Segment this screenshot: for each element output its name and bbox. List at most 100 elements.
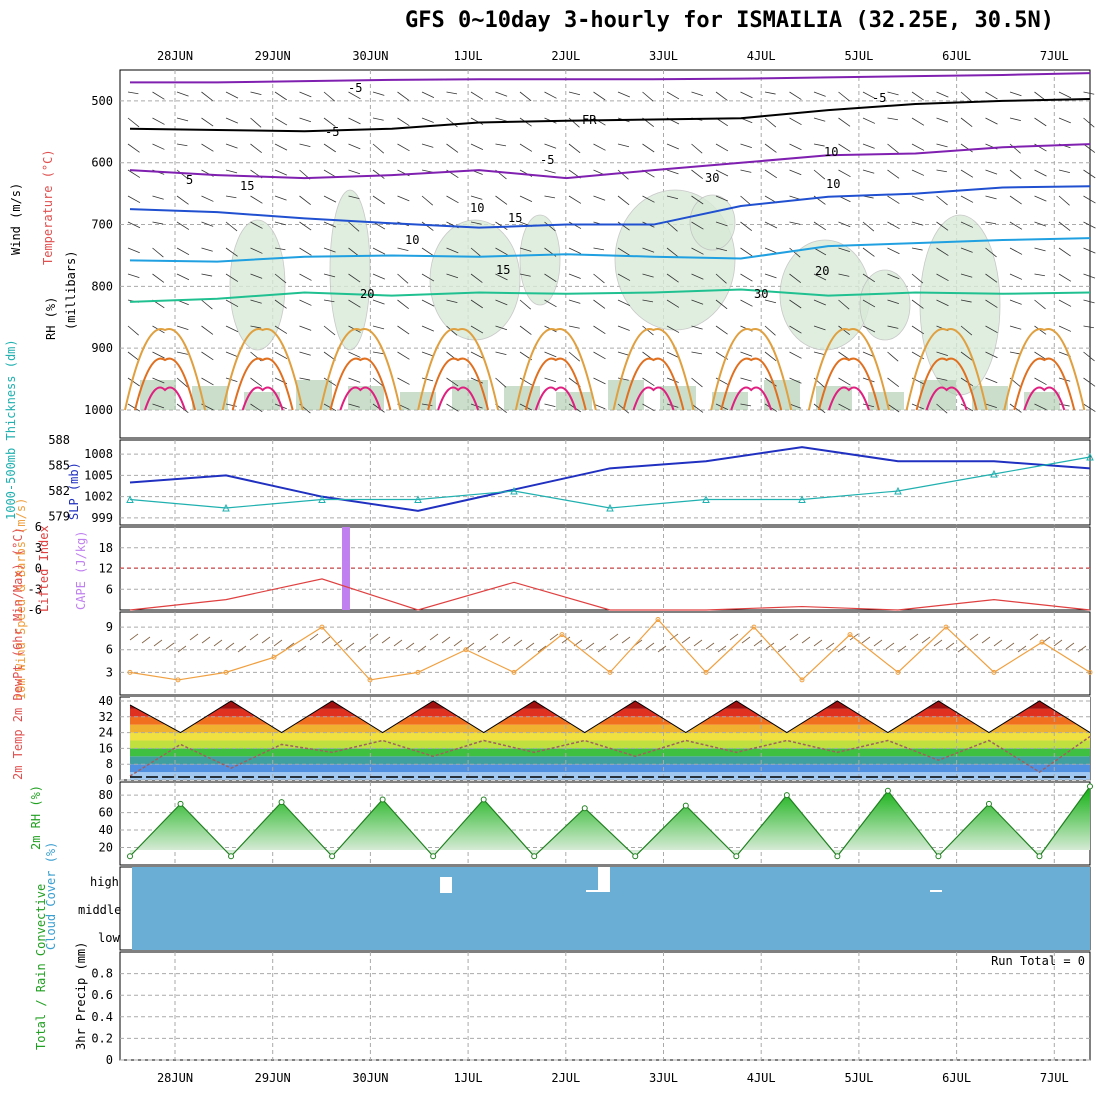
upper-wind-barb <box>593 325 606 334</box>
upper-wind-barb <box>1083 143 1096 153</box>
upper-wind-barb <box>1083 299 1095 304</box>
warm-contour <box>437 386 480 411</box>
upper-wind-barb <box>225 247 238 257</box>
temperature-tick-label: 32 <box>99 710 113 724</box>
upper-wind-barb <box>936 273 949 282</box>
bottom-day-label: 30JUN <box>352 1071 388 1085</box>
thickness-marker <box>222 503 230 512</box>
rh-shading-low <box>712 392 748 410</box>
rh-shading <box>859 269 911 341</box>
upper-wind-barb <box>250 221 263 229</box>
upper-wind-barb <box>397 299 409 310</box>
upper-wind-barb <box>764 299 777 304</box>
upper-wind-barb <box>495 351 507 355</box>
upper-wind-barb <box>617 195 630 206</box>
top-day-label: 4JUL <box>747 49 776 63</box>
rh-point <box>379 796 386 803</box>
top-day-label: 1JUL <box>454 49 483 63</box>
upper-wind-barb <box>764 91 776 95</box>
upper-wind-barb <box>421 377 434 382</box>
upper-wind-barb <box>446 299 458 303</box>
warm-contour <box>720 357 783 411</box>
upper-wind-barb <box>274 117 288 126</box>
rh-point <box>834 853 841 860</box>
upper-wind-barb <box>1034 325 1047 335</box>
surface-wind-barb <box>333 639 343 647</box>
upper-wind-barb <box>642 403 655 412</box>
upper-wind-barb <box>127 169 141 178</box>
top-day-label: 7JUL <box>1040 49 1069 63</box>
rh-line <box>129 786 1091 858</box>
rh-point <box>1087 783 1093 790</box>
wind10m-ylabel: 10m Wind Speed & Barbs (m/s) <box>14 498 28 700</box>
upper-wind-barb <box>887 91 899 96</box>
upper-wind-barb <box>348 221 360 232</box>
wind-speed-point <box>607 669 613 675</box>
rh-tick-label: 80 <box>99 788 113 802</box>
rh-shading <box>519 214 561 306</box>
upper-wind-barb <box>642 299 654 303</box>
surface-wind-barb <box>237 645 247 653</box>
upper-wind-barb <box>299 325 312 331</box>
upper-wind-barb <box>299 117 312 123</box>
upper-wind-barb <box>1058 169 1070 173</box>
upper-wind-barb <box>715 325 728 335</box>
upper-wind-barb <box>593 117 606 126</box>
upper-wind-barb <box>911 143 925 151</box>
upper-wind-barb <box>201 299 213 310</box>
upper-wind-barb <box>372 169 385 179</box>
precip-panel: 0 0.2 0.4 0.6 0.8 Run Total = 0 Total / Rain… <box>34 884 1091 1067</box>
upper-wind-barb <box>985 377 998 384</box>
cape-tick-label: 6 <box>106 582 113 596</box>
upper-wind-barb <box>887 325 899 329</box>
upper-wind-barb <box>152 117 165 125</box>
rh-area <box>130 786 1090 857</box>
upper-wind-barb <box>323 169 337 178</box>
upper-wind-barb <box>985 325 998 334</box>
surface-wind-barb <box>297 645 307 653</box>
lifted-index-tick-label: 6 <box>35 520 42 534</box>
surface-wind-barb <box>597 645 607 653</box>
upper-wind-barb <box>250 247 263 254</box>
top-day-label: 29JUN <box>255 49 291 63</box>
surface-wind-barb <box>417 645 427 653</box>
contour-label: 10 <box>826 177 840 191</box>
thickness-marker <box>510 486 518 495</box>
upper-wind-barb <box>1058 403 1070 407</box>
surface-wind-barb <box>1029 633 1039 641</box>
upper-wind-barb <box>1034 195 1047 202</box>
upper-wind-barb <box>421 299 435 307</box>
upper-wind-barb <box>789 325 802 334</box>
wind-speed-point <box>559 632 565 638</box>
upper-wind-barb <box>274 221 287 226</box>
upper-wind-barb <box>1083 195 1096 204</box>
upper-wind-barb <box>201 117 214 127</box>
upper-wind-barb <box>617 325 630 331</box>
upper-wind-barb <box>617 91 630 98</box>
surface-wind-barb <box>1053 639 1063 647</box>
upper-wind-barb <box>372 195 385 205</box>
upper-wind-barb <box>593 299 606 309</box>
upper-wind-barb <box>397 143 410 152</box>
upper-wind-barb <box>176 351 188 355</box>
upper-wind-barb <box>323 273 336 278</box>
rh-ylabel: 2m RH (%) <box>29 785 43 850</box>
upper-wind-barb <box>495 143 507 147</box>
upper-wind-barb <box>666 247 679 258</box>
pressure-tick-label: 800 <box>91 279 113 293</box>
wind-speed-point <box>799 677 805 683</box>
upper-wind-barb <box>691 195 704 205</box>
stability-panel: -6 -3 0 3 6 6 12 18 Lifted Index CAPE (J/kg) <box>28 520 1091 617</box>
upper-wind-barb <box>911 299 924 309</box>
upper-wind-barb <box>519 195 533 202</box>
upper-wind-barb <box>250 325 262 329</box>
upper-wind-barb <box>1034 377 1047 386</box>
cape-bar <box>341 527 350 610</box>
surface-wind-barb <box>1077 645 1087 653</box>
bottom-day-label: 29JUN <box>255 1071 291 1085</box>
upper-wind-barb <box>397 325 410 335</box>
upper-wind-barb <box>446 403 459 412</box>
upper-wind-barb <box>691 351 703 355</box>
thickness-tick-label: 585 <box>48 459 70 473</box>
